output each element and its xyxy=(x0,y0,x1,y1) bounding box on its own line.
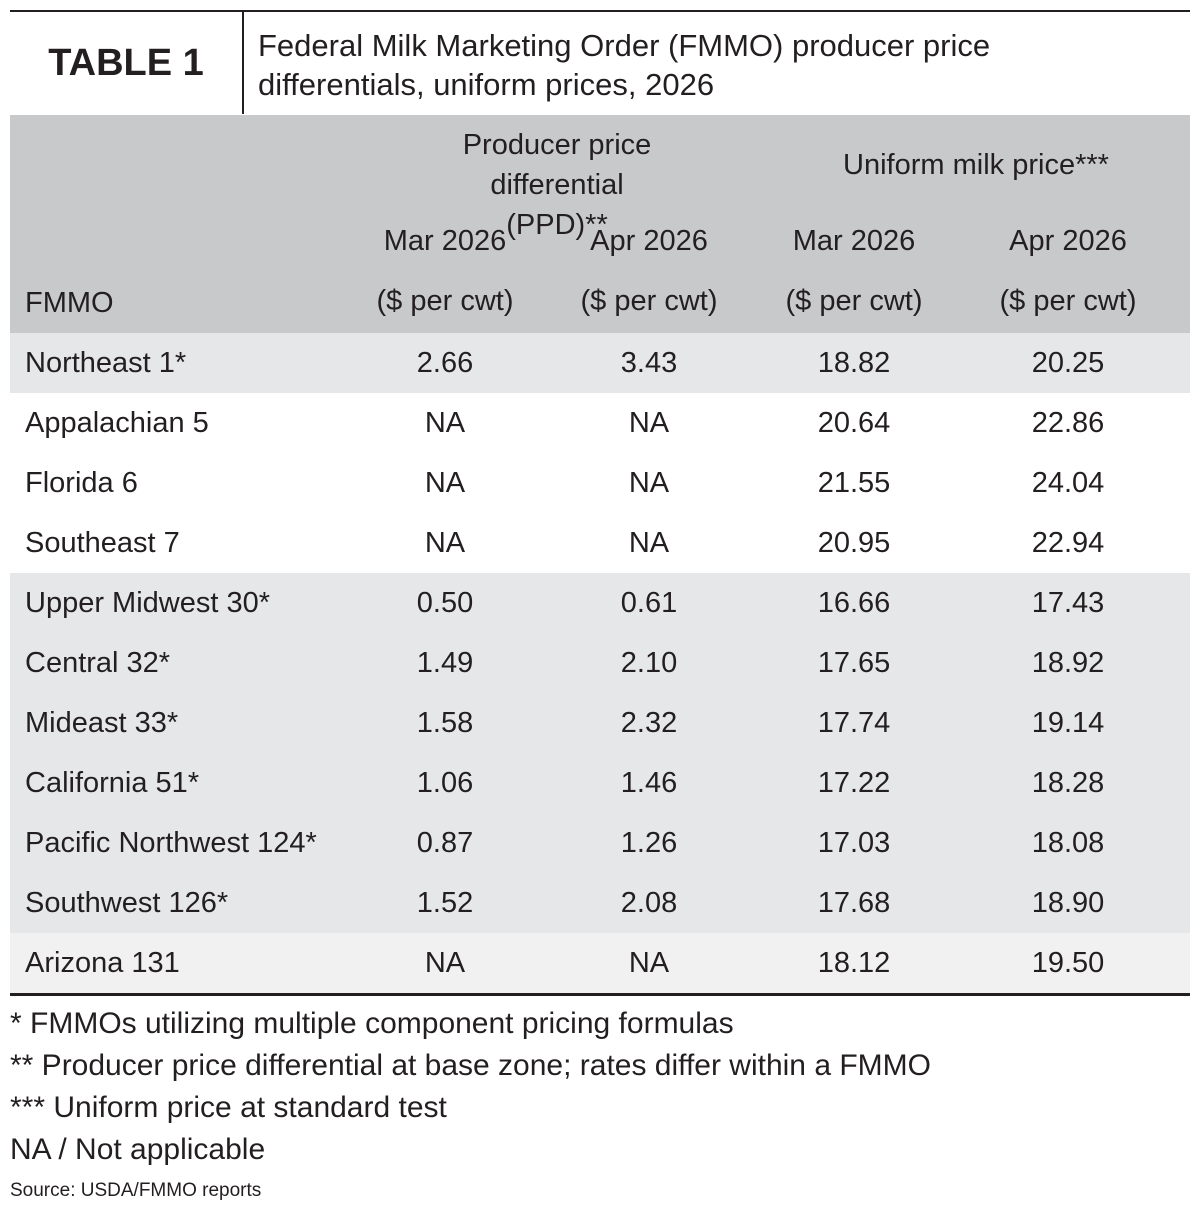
footnote: ** Producer price differential at base z… xyxy=(10,1049,931,1082)
cell-value: 2.66 xyxy=(416,347,474,379)
footnote: NA / Not applicable xyxy=(10,1133,266,1166)
row-label: Pacific Northwest 124* xyxy=(25,827,317,859)
table-row: Appalachian 5 NA NA 20.64 22.86 xyxy=(10,393,1190,453)
cell-value: NA xyxy=(424,407,466,439)
cell-value: 20.25 xyxy=(1031,347,1105,379)
cell-value: NA xyxy=(628,407,670,439)
table-row: Southeast 7 NA NA 20.95 22.94 xyxy=(10,513,1190,573)
row-label: Appalachian 5 xyxy=(25,407,209,439)
row-label: Southeast 7 xyxy=(25,527,180,559)
cell-value: 16.66 xyxy=(817,587,891,619)
cell-value: 18.08 xyxy=(1031,827,1105,859)
row-label: Upper Midwest 30* xyxy=(25,587,270,619)
cell-value: 0.87 xyxy=(416,827,474,859)
column-unit: ($ per cwt) xyxy=(785,285,923,317)
cell-value: 18.90 xyxy=(1031,887,1105,919)
rule xyxy=(10,993,1190,996)
row-label: Southwest 126* xyxy=(25,887,229,919)
title-box: TABLE 1 Federal Milk Marketing Order (FM… xyxy=(10,10,1190,114)
cell-value: 17.43 xyxy=(1031,587,1105,619)
row-header: FMMO xyxy=(25,287,114,319)
cell-value: 24.04 xyxy=(1031,467,1105,499)
cell-value: 2.32 xyxy=(620,707,678,739)
cell-value: 18.12 xyxy=(817,947,891,979)
row-label: Central 32* xyxy=(25,647,171,679)
cell-value: 19.14 xyxy=(1031,707,1105,739)
cell-value: 1.06 xyxy=(416,767,474,799)
table-row: Northeast 1* 2.66 3.43 18.82 20.25 xyxy=(10,333,1190,393)
table-title: Federal Milk Marketing Order (FMMO) prod… xyxy=(258,28,991,102)
cell-value: 17.22 xyxy=(817,767,891,799)
cell-value: 21.55 xyxy=(817,467,891,499)
cell-value: NA xyxy=(424,527,466,559)
column-period: Apr 2026 xyxy=(1009,225,1127,257)
cell-value: NA xyxy=(628,467,670,499)
column-period: Apr 2026 xyxy=(590,225,708,257)
cell-value: 0.61 xyxy=(620,587,678,619)
cell-value: NA xyxy=(628,527,670,559)
cell-value: 18.92 xyxy=(1031,647,1105,679)
table-row: Southwest 126* 1.52 2.08 17.68 18.90 xyxy=(10,873,1190,933)
table-row: Central 32* 1.49 2.10 17.65 18.92 xyxy=(10,633,1190,693)
cell-value: 19.50 xyxy=(1031,947,1105,979)
cell-value: NA xyxy=(424,947,466,979)
source: Source: USDA/FMMO reports xyxy=(10,1180,262,1201)
cell-value: 1.52 xyxy=(416,887,474,919)
group-header: Producer price differential (PPD)** xyxy=(462,129,652,241)
table-row: Mideast 33* 1.58 2.32 17.74 19.14 xyxy=(10,693,1190,753)
table-row: Florida 6 NA NA 21.55 24.04 xyxy=(10,453,1190,513)
table-header: Producer price differential (PPD)** Unif… xyxy=(10,115,1190,333)
table-row: Upper Midwest 30* 0.50 0.61 16.66 17.43 xyxy=(10,573,1190,633)
cell-value: 3.43 xyxy=(620,347,678,379)
cell-value: 17.03 xyxy=(817,827,891,859)
column-unit: ($ per cwt) xyxy=(580,285,718,317)
row-label: Northeast 1* xyxy=(25,347,187,379)
cell-value: 1.26 xyxy=(620,827,678,859)
cell-value: 18.28 xyxy=(1031,767,1105,799)
table-label: TABLE 1 xyxy=(10,12,244,114)
row-label: Mideast 33* xyxy=(25,707,179,739)
row-label: Arizona 131 xyxy=(25,947,180,979)
row-label: Florida 6 xyxy=(25,467,138,499)
table-row: Arizona 131 NA NA 18.12 19.50 xyxy=(10,933,1190,993)
cell-value: 22.94 xyxy=(1031,527,1105,559)
cell-value: 2.08 xyxy=(620,887,678,919)
cell-value: 1.58 xyxy=(416,707,474,739)
row-label: California 51* xyxy=(25,767,200,799)
column-period: Mar 2026 xyxy=(792,225,916,257)
footnote: * FMMOs utilizing multiple component pri… xyxy=(10,1007,734,1040)
cell-value: 18.82 xyxy=(817,347,891,379)
cell-value: NA xyxy=(628,947,670,979)
cell-value: 1.46 xyxy=(620,767,678,799)
group-header: Uniform milk price*** xyxy=(843,149,1109,181)
cell-value: 22.86 xyxy=(1031,407,1105,439)
cell-value: 0.50 xyxy=(416,587,474,619)
cell-value: 17.74 xyxy=(817,707,891,739)
cell-value: 1.49 xyxy=(416,647,474,679)
cell-value: 17.68 xyxy=(817,887,891,919)
column-unit: ($ per cwt) xyxy=(999,285,1137,317)
cell-value: 20.95 xyxy=(817,527,891,559)
table-row: Pacific Northwest 124* 0.87 1.26 17.03 18.08 xyxy=(10,813,1190,873)
footnote: *** Uniform price at standard test xyxy=(10,1091,447,1124)
table-row: California 51* 1.06 1.46 17.22 18.28 xyxy=(10,753,1190,813)
column-period: Mar 2026 xyxy=(383,225,507,257)
cell-value: 20.64 xyxy=(817,407,891,439)
cell-value: NA xyxy=(424,467,466,499)
cell-value: 2.10 xyxy=(620,647,678,679)
column-unit: ($ per cwt) xyxy=(376,285,514,317)
cell-value: 17.65 xyxy=(817,647,891,679)
